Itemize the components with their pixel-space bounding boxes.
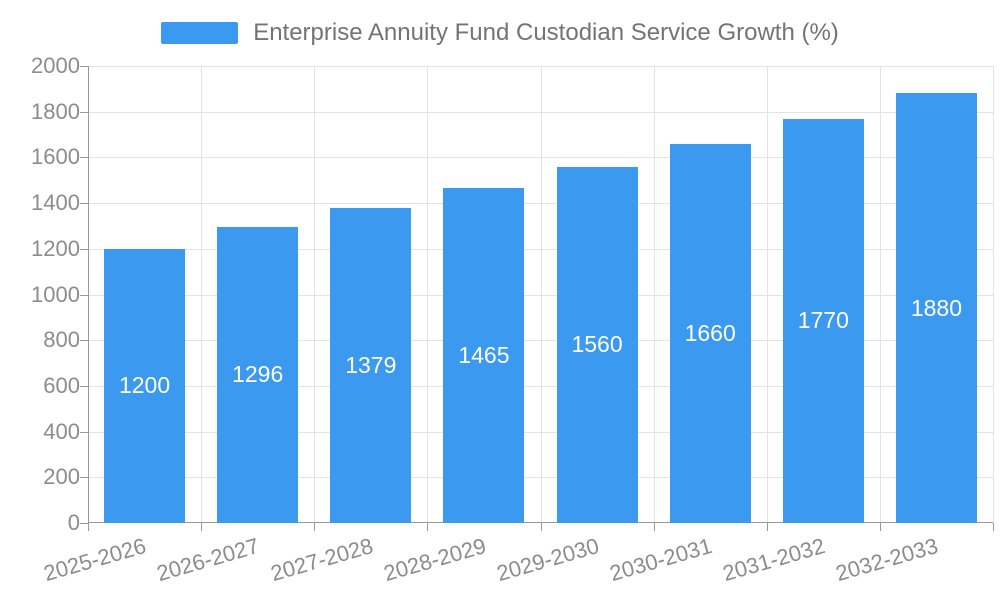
x-axis-tick-label: 2029-2030 (493, 533, 602, 587)
y-axis-tick-label: 800 (43, 327, 80, 353)
y-axis-tick-label: 1400 (31, 190, 80, 216)
x-axis-tick (653, 523, 655, 531)
y-axis-tick (80, 431, 88, 433)
y-axis-tick-label: 0 (67, 510, 80, 535)
bar-value-label: 1379 (345, 351, 397, 378)
x-gridline (427, 66, 429, 523)
x-axis-tick (993, 523, 994, 531)
legend-swatch[interactable] (161, 22, 239, 44)
bar[interactable]: 1379 (330, 207, 412, 523)
x-axis-tick-label: 2028-2029 (380, 533, 489, 587)
y-axis-tick-label: 200 (43, 464, 80, 490)
x-gridline (540, 66, 542, 523)
x-axis-tick-label: 2027-2028 (267, 533, 376, 587)
y-axis-tick-label: 1600 (31, 144, 80, 170)
y-axis-tick (80, 523, 88, 524)
x-axis-tick (540, 523, 542, 531)
x-gridline (766, 66, 768, 523)
legend[interactable]: Enterprise Annuity Fund Custodian Servic… (0, 18, 1000, 48)
plot-area: 0 200 400 600 800 1000 1200 1400 1600 1800 2000 120… (31, 55, 994, 586)
x-axis-tick (879, 523, 881, 531)
x-gridline (201, 66, 203, 523)
bar-value-label: 1465 (458, 342, 510, 369)
bar-value-label: 1296 (232, 361, 284, 388)
x-axis-tick-label: 2031-2032 (719, 533, 828, 587)
bar[interactable]: 1770 (782, 118, 864, 523)
x-gridline (314, 66, 316, 523)
bar[interactable]: 1560 (556, 166, 638, 523)
y-axis-tick-label: 1800 (31, 98, 80, 124)
y-axis-tick (80, 294, 88, 296)
x-axis-tick-label: 2030-2031 (606, 533, 715, 587)
y-axis-tick (80, 248, 88, 250)
x-gridline (653, 66, 655, 523)
x-axis-tick (88, 523, 89, 531)
bar-value-label: 1880 (910, 294, 963, 321)
legend-label[interactable]: Enterprise Annuity Fund Custodian Servic… (253, 19, 839, 46)
bar[interactable]: 1200 (104, 248, 186, 523)
x-axis-tick (427, 523, 429, 531)
x-axis-tick-label: 2032-2033 (833, 533, 942, 587)
x-axis-tick (766, 523, 768, 531)
y-axis-tick-label: 1200 (31, 235, 80, 261)
x-axis-tick-label: 2025-2026 (41, 533, 150, 587)
bar[interactable]: 1880 (895, 93, 977, 523)
bar[interactable]: 1296 (217, 226, 299, 523)
y-axis-tick-label: 2000 (31, 53, 80, 78)
bar-value-label: 1560 (571, 331, 623, 358)
y-axis-tick (80, 203, 88, 205)
y-axis-tick (80, 157, 88, 159)
bar-value-label: 1200 (118, 372, 171, 399)
bar[interactable]: 1465 (443, 188, 525, 523)
y-axis-tick (80, 385, 88, 387)
y-axis-tick-label: 400 (43, 418, 80, 444)
y-axis-tick (80, 340, 88, 342)
y-axis-tick-label: 600 (43, 372, 80, 398)
x-axis-tick-label: 2026-2027 (154, 533, 263, 587)
x-gridline (993, 66, 994, 523)
bar-value-label: 1770 (797, 307, 849, 334)
bar[interactable]: 1660 (669, 143, 751, 523)
y-axis-tick (80, 477, 88, 479)
bar-value-label: 1660 (684, 319, 736, 346)
y-axis-line (88, 66, 89, 523)
y-axis-tick-label: 1000 (31, 281, 80, 307)
x-axis-tick (201, 523, 203, 531)
x-gridline (879, 66, 881, 523)
y-axis-tick (80, 111, 88, 113)
x-axis-tick (314, 523, 316, 531)
y-axis-tick (80, 66, 88, 67)
x-axis-line (88, 522, 993, 523)
